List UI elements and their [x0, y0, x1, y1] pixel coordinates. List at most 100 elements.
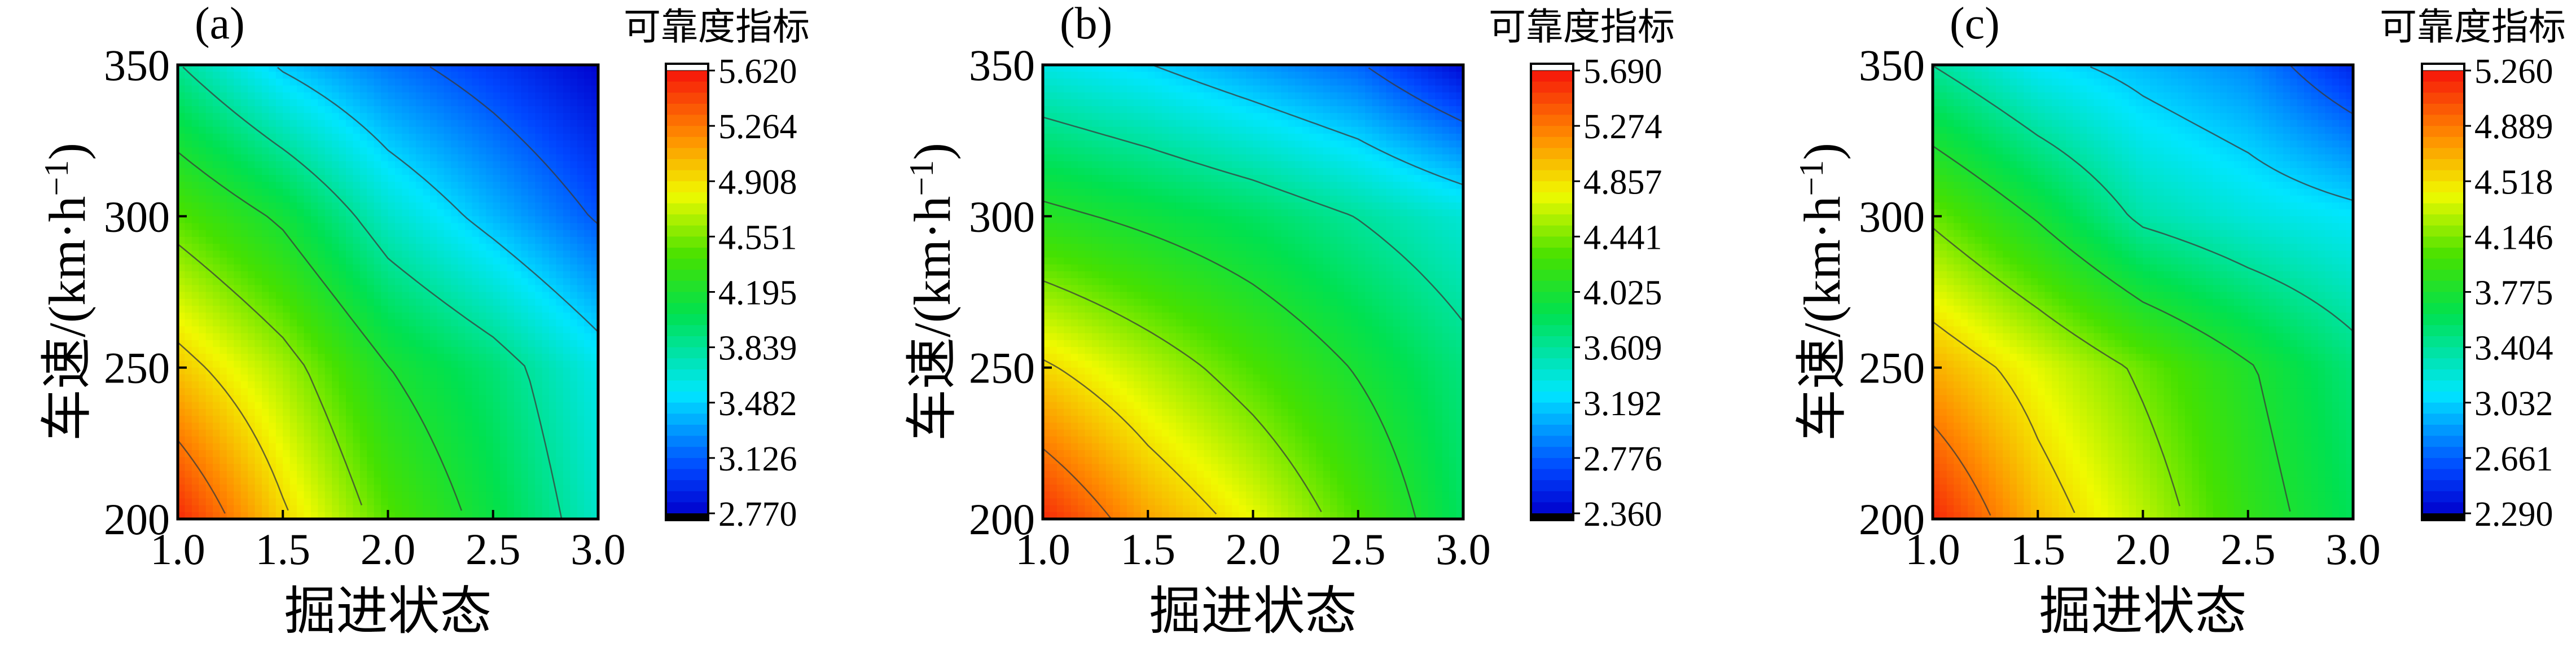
heatmap-cell — [486, 319, 494, 327]
heatmap-cell — [1070, 113, 1078, 121]
heatmap-cell — [430, 416, 438, 424]
heatmap-cell — [185, 195, 192, 203]
heatmap-cell — [1105, 388, 1113, 396]
heatmap-cell — [359, 470, 368, 478]
heatmap-cell — [1043, 65, 1051, 72]
heatmap-cell — [191, 140, 200, 148]
heatmap-cell — [549, 264, 557, 272]
heatmap-cell — [1105, 443, 1113, 451]
heatmap-cell — [1056, 72, 1065, 80]
heatmap-cell — [1078, 133, 1086, 141]
heatmap-cell — [472, 416, 480, 424]
heatmap-cell — [359, 333, 368, 341]
heatmap-cell — [423, 154, 431, 162]
heatmap-cell — [493, 65, 501, 72]
heatmap-cell — [310, 498, 319, 506]
heatmap-cell — [254, 236, 262, 244]
heatmap-cell — [1134, 202, 1142, 210]
heatmap-cell — [430, 182, 438, 190]
heatmap-cell — [318, 133, 326, 141]
heatmap-cell — [213, 443, 221, 451]
heatmap-cell — [563, 216, 571, 224]
heatmap-cell — [1113, 168, 1121, 175]
heatmap-cell — [283, 92, 291, 100]
heatmap-cell — [1105, 244, 1113, 252]
heatmap-cell — [486, 278, 494, 286]
heatmap-cell — [1127, 154, 1135, 162]
heatmap-cell — [1043, 223, 1051, 231]
heatmap-cell — [514, 408, 522, 416]
heatmap-cell — [353, 257, 361, 265]
heatmap-cell — [479, 85, 487, 93]
heatmap-cell — [304, 195, 311, 203]
heatmap-cell — [570, 195, 578, 203]
heatmap-cell — [451, 416, 459, 424]
heatmap-cell — [1120, 498, 1127, 506]
heatmap-cell — [262, 298, 270, 306]
heatmap-cell — [332, 78, 340, 86]
heatmap-cell — [240, 147, 248, 155]
heatmap-cell — [570, 126, 578, 134]
heatmap-cell — [1127, 408, 1135, 416]
heatmap-cell — [570, 147, 578, 155]
heatmap-cell — [226, 120, 235, 127]
heatmap-cell — [339, 216, 346, 224]
heatmap-cell — [359, 436, 368, 444]
heatmap-cell — [289, 388, 297, 396]
heatmap-cell — [324, 154, 332, 162]
heatmap-cell — [359, 250, 368, 258]
heatmap-cell — [226, 202, 235, 210]
heatmap-cell — [486, 92, 494, 100]
heatmap-cell — [359, 305, 368, 313]
heatmap-cell — [374, 326, 381, 334]
heatmap-cell — [262, 326, 270, 334]
heatmap-cell — [310, 470, 319, 478]
heatmap-cell — [178, 175, 186, 183]
heatmap-cell — [339, 313, 346, 320]
heatmap-cell — [310, 216, 319, 224]
heatmap-cell — [1056, 298, 1065, 306]
heatmap-cell — [486, 99, 494, 107]
heatmap-cell — [465, 182, 473, 190]
heatmap-cell — [1056, 443, 1065, 451]
heatmap-cell — [1078, 230, 1086, 237]
heatmap-cell — [423, 65, 431, 72]
heatmap-cell — [465, 140, 473, 148]
heatmap-cell — [486, 477, 494, 485]
heatmap-cell — [542, 257, 550, 265]
heatmap-cell — [1120, 367, 1127, 375]
heatmap-cell — [262, 395, 270, 403]
heatmap-cell — [359, 72, 368, 80]
heatmap-cell — [199, 464, 207, 472]
heatmap-cell — [332, 505, 340, 513]
heatmap-cell — [437, 443, 445, 451]
heatmap-cell — [178, 326, 186, 334]
heatmap-cell — [1134, 360, 1142, 368]
heatmap-cell — [416, 305, 424, 313]
heatmap-cell — [444, 443, 452, 451]
heatmap-cell — [542, 140, 550, 148]
heatmap-cell — [346, 236, 354, 244]
heatmap-cell — [367, 120, 375, 127]
heatmap-cell — [289, 367, 297, 375]
heatmap-cell — [289, 223, 297, 231]
heatmap-cell — [269, 244, 277, 252]
heatmap-cell — [528, 423, 536, 430]
heatmap-cell — [549, 457, 557, 465]
heatmap-cell — [486, 402, 494, 410]
heatmap-cell — [1056, 126, 1065, 134]
heatmap-cell — [465, 78, 473, 86]
heatmap-cell — [381, 436, 389, 444]
heatmap-cell — [1050, 333, 1057, 341]
heatmap-cell — [1056, 147, 1065, 155]
heatmap-cell — [324, 161, 332, 169]
heatmap-cell — [479, 485, 487, 492]
heatmap-cell — [486, 175, 494, 183]
heatmap-cell — [297, 244, 305, 252]
heatmap-cell — [178, 140, 186, 148]
heatmap-cell — [220, 292, 227, 300]
heatmap-cell — [430, 457, 438, 465]
heatmap-cell — [493, 195, 501, 203]
heatmap-cell — [283, 443, 291, 451]
heatmap-cell — [549, 106, 557, 114]
